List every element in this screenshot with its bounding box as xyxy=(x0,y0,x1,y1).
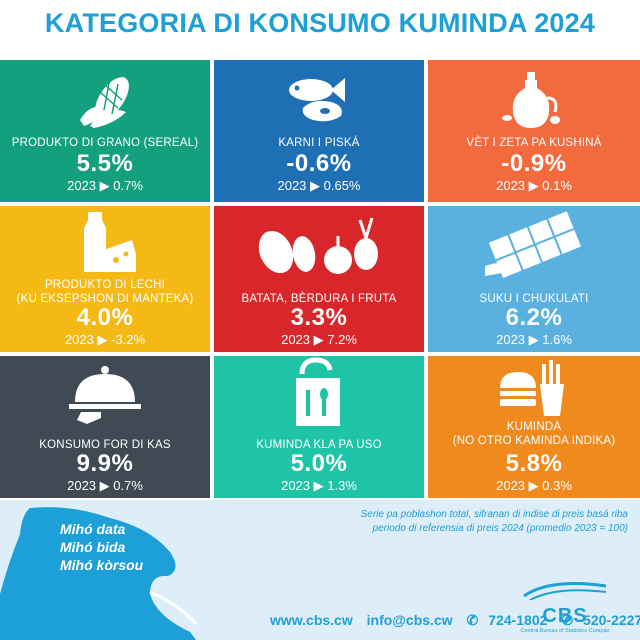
tile-previous-year: 2023 ▶ 1.6% xyxy=(496,332,572,347)
email-link[interactable]: info@cbs.cw xyxy=(366,612,453,628)
tile-value: 6.2% xyxy=(505,304,563,331)
tile-dairy: PRODUKTO DI LECHI (KU EKSEPSHON DI MANTE… xyxy=(0,206,210,352)
tile-label: PRODUKTO DI LECHI (KU EKSEPSHON DI MANTE… xyxy=(16,279,194,305)
tile-label: KONSUMO FOR DI KAS xyxy=(39,439,171,451)
tile-previous-year: 2023 ▶ 0.3% xyxy=(496,478,572,493)
tile-label: VÈT I ZETA PA KUSHINÁ xyxy=(466,137,602,149)
contact-bar: www.cbs.cw info@cbs.cw ✆ 724-1802 ✆ 520-22… xyxy=(270,612,640,629)
footnote-line: Serie pa poblashon total, sifranan di in… xyxy=(360,509,628,520)
tile-previous-year: 2023 ▶ 0.65% xyxy=(277,178,361,193)
tile-value: 4.0% xyxy=(76,304,134,331)
cbs-logo: CBS Central Bureau of Statistics Curaçao xyxy=(520,578,610,634)
footnote-line: periodo di referensia di preis 2024 (pro… xyxy=(372,523,628,534)
cloche-icon xyxy=(65,362,145,431)
corn-icon xyxy=(70,70,140,135)
tile-grain: PRODUKTO DI GRANO (SEREAL) 5.5% 2023 ▶ 0… xyxy=(0,60,210,202)
curacao-island-icon xyxy=(0,507,198,640)
footer: Mihó data Mihó bida Mihó kòrsou Serie pa… xyxy=(0,500,640,640)
tile-value: -0.9% xyxy=(501,150,567,177)
phone-number[interactable]: 724-1802 xyxy=(488,612,548,628)
tile-ready-food: KUMINDA KLA PA USO 5.0% 2023 ▶ 1.3% xyxy=(214,356,424,498)
tile-value: 5.0% xyxy=(290,450,348,477)
tile-previous-year: 2023 ▶ -3.2% xyxy=(64,332,146,347)
fastfood-icon xyxy=(494,358,574,423)
phone-icon: ✆ xyxy=(466,612,479,628)
whatsapp-number[interactable]: 520-2227 xyxy=(583,612,640,628)
tile-previous-year: 2023 ▶ 0.7% xyxy=(67,478,143,493)
tile-previous-year: 2023 ▶ 7.2% xyxy=(281,332,357,347)
page-title: KATEGORIA DI KONSUMO KUMINDA 2024 xyxy=(44,8,596,38)
chocolate-icon xyxy=(479,210,589,285)
tile-value: 3.3% xyxy=(290,304,348,331)
tile-label: PRODUKTO DI GRANO (SEREAL) xyxy=(11,137,199,149)
tile-previous-year: 2023 ▶ 0.1% xyxy=(496,178,572,193)
tile-meat-fish: KARNI I PISKÁ -0.6% 2023 ▶ 0.65% xyxy=(214,60,424,202)
logo-subtitle: Central Bureau of Statistics Curaçao xyxy=(520,628,610,634)
tile-value: 5.8% xyxy=(505,450,563,477)
footnote: Serie pa poblashon total, sifranan di in… xyxy=(308,508,628,536)
whatsapp-icon: ✆ xyxy=(561,612,574,628)
tile-other-food: KUMINDA (NO OTRO KAMINDA INDIKA) 5.8% 20… xyxy=(428,356,640,498)
tile-sugar-chocolate: SUKU I CHUKULATI 6.2% 2023 ▶ 1.6% xyxy=(428,206,640,352)
slogan: Mihó data Mihó bida Mihó kòrsou xyxy=(60,520,143,574)
tile-label: SUKU I CHUKULATI xyxy=(479,293,589,305)
tile-label: KUMINDA (NO OTRO KAMINDA INDIKA) xyxy=(452,421,616,447)
vegetables-icon xyxy=(254,214,384,285)
website-link[interactable]: www.cbs.cw xyxy=(270,612,353,628)
tile-label: KARNI I PISKÁ xyxy=(278,137,360,149)
category-grid: PRODUKTO DI GRANO (SEREAL) 5.5% 2023 ▶ 0… xyxy=(0,60,640,498)
tile-home-consumption: KONSUMO FOR DI KAS 9.9% 2023 ▶ 0.7% xyxy=(0,356,210,498)
milk-cheese-icon xyxy=(70,210,140,281)
tile-value: -0.6% xyxy=(286,150,352,177)
slogan-line: Mihó kòrsou xyxy=(60,557,144,573)
tile-vegetables: BATATA, BÈRDURA I FRUTA 3.3% 2023 ▶ 7.2% xyxy=(214,206,424,352)
takeaway-bag-icon xyxy=(284,356,354,433)
oil-bottle-icon xyxy=(499,68,569,137)
tile-previous-year: 2023 ▶ 0.7% xyxy=(67,178,143,193)
fish-meat-icon xyxy=(279,70,359,131)
tile-label: KUMINDA KLA PA USO xyxy=(256,439,382,451)
logo-wave-icon xyxy=(523,582,607,601)
logo-text: CBS xyxy=(542,605,588,627)
slogan-line: Mihó data xyxy=(60,521,126,537)
tile-value: 5.5% xyxy=(76,150,134,177)
tile-value: 9.9% xyxy=(76,450,134,477)
tile-label: BATATA, BÈRDURA I FRUTA xyxy=(241,293,397,305)
tile-oil: VÈT I ZETA PA KUSHINÁ -0.9% 2023 ▶ 0.1% xyxy=(428,60,640,202)
slogan-line: Mihó bida xyxy=(60,539,126,555)
tile-previous-year: 2023 ▶ 1.3% xyxy=(281,478,357,493)
